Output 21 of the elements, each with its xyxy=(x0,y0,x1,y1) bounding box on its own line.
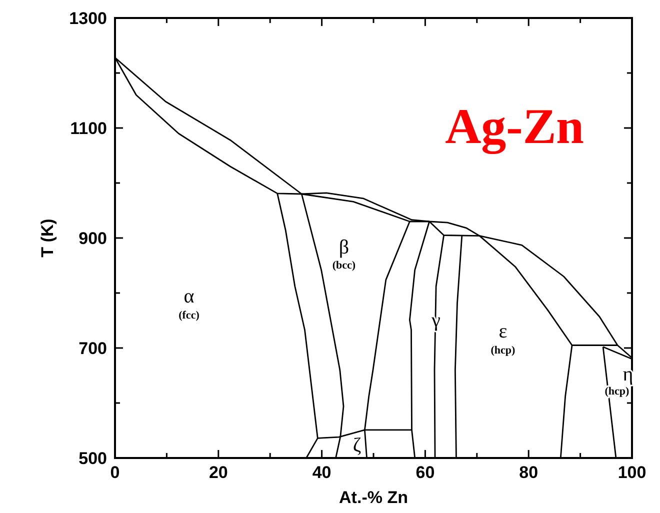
x-tick-label: 40 xyxy=(312,463,332,482)
x-axis-title: At.-% Zn xyxy=(339,488,408,507)
annotation: ζ xyxy=(352,434,362,457)
y-tick-label: 500 xyxy=(78,449,107,468)
y-tick-label: 1100 xyxy=(70,119,107,138)
annotation: (fcc) xyxy=(178,310,200,322)
annotation: ε xyxy=(498,320,508,343)
x-tick-label: 60 xyxy=(416,463,435,482)
y-tick-label: 700 xyxy=(78,339,107,358)
x-tick-label: 20 xyxy=(208,463,228,482)
annotation: α xyxy=(184,286,195,308)
text: Ag-Zn xyxy=(445,98,584,155)
x-tick-label: 80 xyxy=(519,463,538,482)
x-tick-label: 0 xyxy=(110,463,120,482)
y-tick-label: 900 xyxy=(78,229,107,248)
y-tick-label: 1300 xyxy=(69,9,107,28)
annotation: β xyxy=(338,236,350,259)
y-axis-title: T (K) xyxy=(38,218,57,258)
annotation: (hcp) xyxy=(490,344,516,357)
annotation: (bcc) xyxy=(332,260,356,272)
x-tick-label: 100 xyxy=(618,463,646,482)
